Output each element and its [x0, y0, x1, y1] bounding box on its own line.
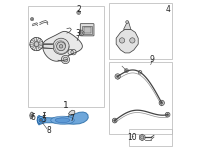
- Circle shape: [77, 11, 81, 14]
- Circle shape: [167, 114, 169, 116]
- Text: 9: 9: [150, 55, 155, 64]
- Circle shape: [63, 57, 68, 62]
- Circle shape: [161, 102, 163, 104]
- FancyBboxPatch shape: [80, 24, 94, 36]
- Circle shape: [30, 17, 34, 21]
- Wedge shape: [30, 39, 36, 44]
- Circle shape: [112, 118, 117, 123]
- Wedge shape: [32, 44, 36, 50]
- Wedge shape: [36, 38, 41, 44]
- Circle shape: [165, 112, 170, 117]
- Circle shape: [39, 118, 43, 122]
- Polygon shape: [116, 29, 138, 53]
- Circle shape: [34, 42, 39, 46]
- Text: 5: 5: [41, 115, 46, 124]
- Polygon shape: [43, 31, 82, 61]
- Polygon shape: [68, 110, 75, 115]
- Text: 8: 8: [47, 126, 52, 135]
- Circle shape: [116, 75, 119, 78]
- Circle shape: [79, 31, 84, 35]
- Text: 3: 3: [76, 29, 80, 38]
- Circle shape: [80, 32, 83, 34]
- Text: 10: 10: [127, 133, 136, 142]
- Text: 1: 1: [63, 101, 68, 110]
- Polygon shape: [139, 134, 145, 141]
- Text: 6: 6: [31, 113, 36, 122]
- Bar: [109, 62, 172, 134]
- Circle shape: [40, 120, 42, 121]
- Bar: [109, 3, 172, 59]
- Circle shape: [30, 114, 33, 117]
- Circle shape: [31, 18, 33, 20]
- Circle shape: [115, 74, 120, 79]
- Polygon shape: [124, 22, 131, 29]
- Circle shape: [37, 117, 45, 124]
- Circle shape: [126, 21, 129, 24]
- Bar: [28, 6, 104, 107]
- Circle shape: [57, 42, 65, 51]
- Circle shape: [125, 69, 128, 72]
- Circle shape: [114, 120, 116, 122]
- Text: 4: 4: [166, 5, 171, 14]
- Circle shape: [159, 100, 164, 106]
- Circle shape: [119, 38, 125, 43]
- Bar: [129, 129, 172, 146]
- Bar: [43, 43, 53, 48]
- Wedge shape: [36, 41, 43, 44]
- Circle shape: [78, 12, 80, 13]
- Wedge shape: [36, 44, 43, 49]
- Circle shape: [141, 136, 144, 139]
- Ellipse shape: [55, 118, 70, 123]
- Circle shape: [59, 45, 63, 48]
- Polygon shape: [37, 112, 88, 125]
- Polygon shape: [30, 112, 34, 119]
- Wedge shape: [30, 44, 36, 47]
- Text: 7: 7: [69, 114, 74, 123]
- Text: 2: 2: [76, 5, 81, 14]
- Circle shape: [130, 38, 135, 43]
- Bar: [82, 26, 92, 34]
- Wedge shape: [33, 37, 36, 44]
- Bar: [84, 27, 91, 33]
- Wedge shape: [36, 44, 40, 51]
- Circle shape: [126, 70, 127, 71]
- Circle shape: [61, 55, 70, 64]
- Ellipse shape: [51, 116, 74, 124]
- Circle shape: [53, 38, 69, 54]
